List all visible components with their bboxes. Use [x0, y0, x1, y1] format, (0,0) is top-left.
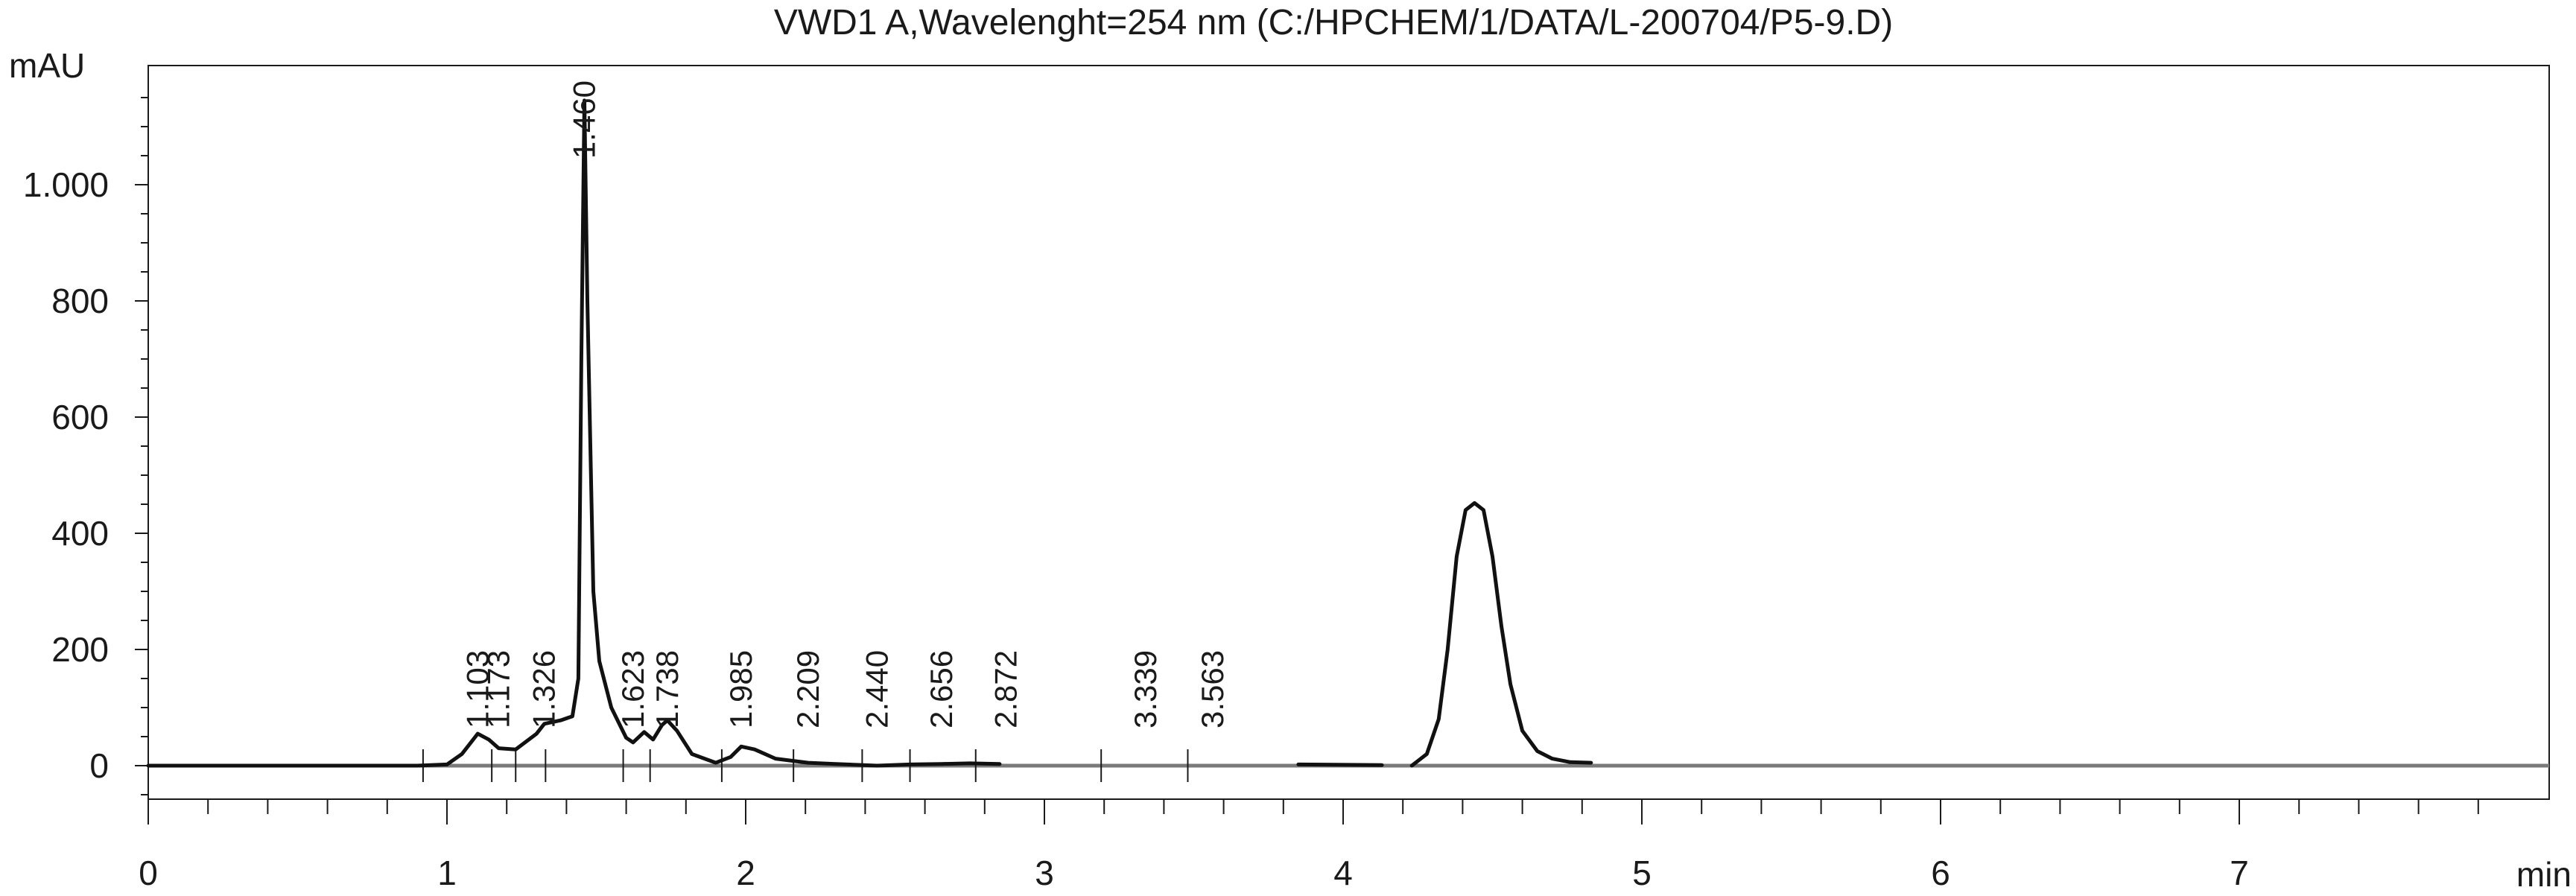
x-tick-label: 4 [1333, 854, 1353, 892]
x-axis-ticks: 0 1 2 3 4 5 6 7 [139, 799, 2479, 892]
peak-label: 3.563 [1195, 650, 1230, 728]
signal-trace [146, 98, 1593, 768]
peak-label: 3.339 [1128, 650, 1163, 728]
peak-label: 1.460 [566, 80, 601, 159]
x-tick-label: 0 [139, 854, 158, 892]
trace-segment [146, 98, 1002, 768]
peak-label: 2.656 [924, 650, 959, 728]
x-tick-label: 2 [736, 854, 755, 892]
chart-title: VWD1 A,Wavelenght=254 nm (C:/HPCHEM/1/DA… [774, 3, 1893, 42]
peak-label: 1.738 [650, 650, 685, 728]
x-tick-label: 5 [1632, 854, 1652, 892]
y-tick-label: 600 [51, 398, 109, 436]
y-axis-ticks: 0 200 400 600 800 1.000 [23, 97, 148, 795]
plot-frame [147, 65, 2550, 800]
x-tick-label: 6 [1931, 854, 1950, 892]
peak-label: 2.209 [790, 650, 825, 728]
y-tick-label: 800 [51, 282, 109, 320]
y-tick-label: 1.000 [23, 165, 109, 204]
x-axis-label: min [2516, 855, 2572, 894]
y-tick-label: 200 [51, 630, 109, 669]
x-tick-label: 7 [2230, 854, 2249, 892]
y-tick-label: 0 [89, 746, 109, 785]
peak-label: 1.985 [723, 650, 758, 728]
trace-segment [1409, 501, 1593, 768]
x-tick-label: 1 [437, 854, 457, 892]
y-tick-label: 400 [51, 514, 109, 553]
trace-segment [1296, 762, 1384, 767]
peak-label: 1.103 [460, 650, 495, 728]
peak-label: 2.872 [989, 650, 1024, 728]
peak-label: 2.440 [859, 650, 894, 728]
peak-label: 1.173 [480, 650, 515, 728]
peak-label: 1.623 [615, 650, 650, 728]
peak-label: 1.326 [527, 650, 562, 728]
x-tick-label: 3 [1035, 854, 1054, 892]
y-axis-label: mAU [9, 46, 85, 85]
